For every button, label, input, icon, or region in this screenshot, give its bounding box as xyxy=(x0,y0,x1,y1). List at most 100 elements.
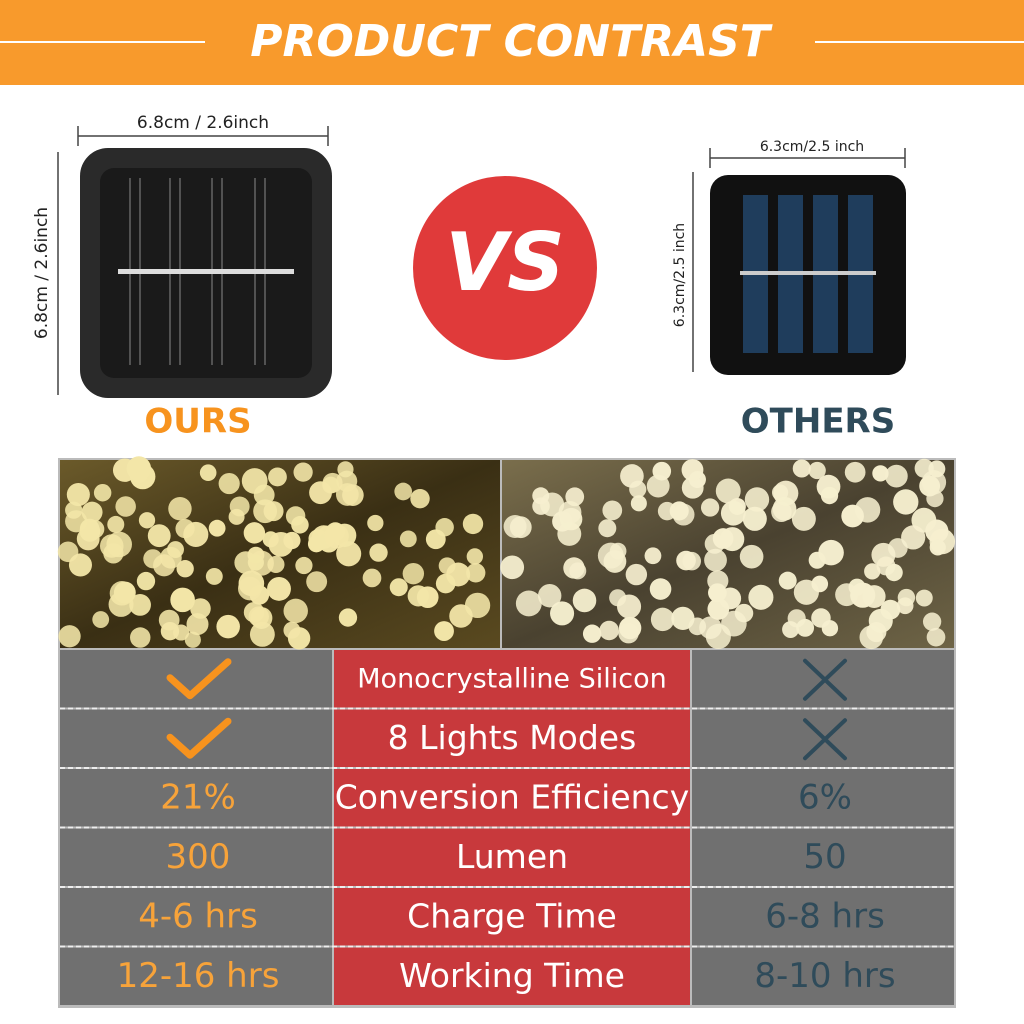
height-label: 6.3cm/2.5 inch xyxy=(672,223,688,327)
bulb xyxy=(147,524,171,548)
bulb xyxy=(107,515,125,533)
bulb xyxy=(324,523,349,549)
bulb xyxy=(66,483,90,507)
bulb xyxy=(734,603,754,623)
bulb xyxy=(186,613,209,636)
bulbs xyxy=(500,458,956,650)
bulb xyxy=(652,461,672,481)
bulb xyxy=(850,582,876,608)
bulbs xyxy=(57,456,491,650)
bulb xyxy=(657,501,677,521)
bulb xyxy=(466,563,486,583)
bulb xyxy=(818,539,844,566)
bulb xyxy=(537,584,562,608)
cell-feature xyxy=(334,947,690,1005)
bulb xyxy=(466,548,484,565)
cell-feature xyxy=(334,709,690,767)
bulb xyxy=(176,560,194,578)
bulb xyxy=(93,484,112,502)
bulb xyxy=(503,515,527,539)
bulb xyxy=(926,627,946,647)
cell-others xyxy=(692,828,954,886)
bulb xyxy=(644,547,662,565)
bulb xyxy=(464,592,491,619)
bulb xyxy=(793,579,819,605)
bulb xyxy=(699,616,722,639)
others-label: OTHERS xyxy=(741,402,895,442)
cell-feature xyxy=(334,769,690,827)
bulb xyxy=(550,601,575,626)
bulb xyxy=(190,598,211,619)
bulb xyxy=(170,587,195,613)
bulb xyxy=(707,598,730,620)
bulb xyxy=(816,474,841,499)
bulb xyxy=(854,497,881,523)
bulb xyxy=(129,594,151,616)
bulb xyxy=(402,562,425,585)
panel-busbar xyxy=(118,269,294,274)
cell-ours xyxy=(60,947,332,1005)
bulb xyxy=(739,544,764,569)
bulb xyxy=(99,534,124,558)
bulb xyxy=(778,571,797,590)
bulb xyxy=(620,464,644,488)
bulb xyxy=(65,501,83,519)
bulb xyxy=(394,482,413,501)
bulb xyxy=(646,474,670,498)
bulb xyxy=(337,461,354,478)
bulb xyxy=(249,621,275,647)
bulb xyxy=(919,475,941,497)
bulb xyxy=(199,464,217,482)
bulb xyxy=(113,581,136,604)
bulb xyxy=(700,498,720,517)
bulb xyxy=(720,500,746,526)
bulb xyxy=(672,503,695,526)
bulb xyxy=(336,541,362,567)
bulb xyxy=(558,500,582,524)
feature-text: 8 Lights Modes xyxy=(388,718,637,757)
bulb xyxy=(897,588,916,607)
bulb xyxy=(625,563,648,586)
bulb xyxy=(338,608,358,627)
bulb xyxy=(285,506,306,526)
bulb xyxy=(309,481,332,505)
bulb xyxy=(293,462,313,482)
feature-text: Lumen xyxy=(456,837,568,876)
bulb xyxy=(748,584,774,610)
bulb xyxy=(864,563,881,580)
bulb xyxy=(112,458,137,482)
bulb xyxy=(704,548,727,572)
others-value: 6% xyxy=(798,777,852,817)
bulb xyxy=(707,570,729,592)
bulb xyxy=(425,529,446,550)
bulb xyxy=(893,489,919,515)
cell-ours xyxy=(60,709,332,767)
header-title: PRODUCT CONTRAST xyxy=(250,16,773,67)
bulb xyxy=(929,539,946,556)
feature-text: Monocrystalline Silicon xyxy=(357,663,667,694)
bulb xyxy=(572,588,597,613)
bulb xyxy=(791,506,816,531)
bulb xyxy=(598,519,617,538)
bulb xyxy=(92,611,110,628)
height-label: 6.8cm / 2.6inch xyxy=(32,207,52,339)
bulb xyxy=(434,621,454,641)
bulb xyxy=(253,499,278,524)
bulb xyxy=(295,556,313,575)
others-value: 50 xyxy=(803,837,846,877)
bulb xyxy=(772,496,797,521)
width-label: 6.3cm/2.5 inch xyxy=(760,139,864,155)
bulb xyxy=(228,508,245,525)
cell-others xyxy=(692,947,954,1005)
bulb xyxy=(283,598,308,624)
cross-icon xyxy=(803,718,847,761)
bulb xyxy=(416,586,439,609)
comparison-table: Monocrystalline Silicon 8 Lights Modes Con… xyxy=(60,650,954,1005)
ours-value: 21% xyxy=(160,777,236,817)
bulb xyxy=(68,553,92,577)
bulb xyxy=(435,573,456,594)
bulb xyxy=(136,571,156,591)
bulb xyxy=(462,513,484,535)
bulb xyxy=(557,521,582,546)
